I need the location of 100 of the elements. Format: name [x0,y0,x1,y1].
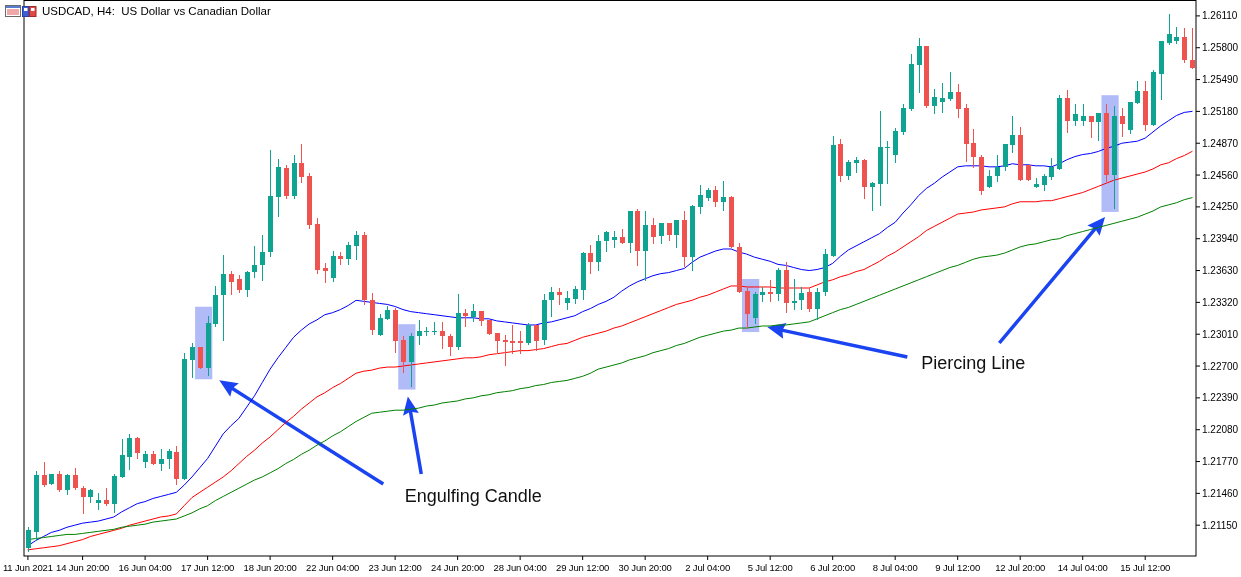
candlestick [323,262,328,284]
candlestick [565,290,570,311]
y-tick-label: 1.23320 [1202,296,1239,308]
x-tick-label: 29 Jun 12:00 [556,562,610,573]
candlestick [440,321,445,350]
candlestick [893,127,898,164]
candlestick [190,342,195,379]
y-tick-label: 1.22390 [1202,392,1239,404]
candlestick [354,230,359,261]
chart-title: USDCAD, H4: US Dollar vs Canadian Dollar [42,5,271,17]
candlestick [432,321,437,336]
candlestick [127,433,132,471]
candlestick [596,234,601,272]
candlestick [260,234,265,282]
candlestick [252,245,257,279]
candlestick [940,82,945,114]
y-tick-label: 1.24870 [1202,137,1239,149]
candlestick [1049,157,1054,181]
candlestick [885,140,890,185]
x-tick-label: 9 Jul 12:00 [935,562,981,573]
candlestick [1003,143,1008,172]
y-tick-label: 1.26110 [1202,10,1238,22]
candlestick [792,278,797,311]
x-tick-label: 30 Jun 20:00 [618,562,672,573]
candlestick [674,219,679,249]
candlestick [948,71,953,102]
candlestick [1120,107,1125,138]
candlestick [526,322,531,346]
candlestick [1096,112,1101,142]
candlestick [815,287,820,321]
candlestick [807,287,812,313]
x-tick-label: 14 Jun 20:00 [56,562,110,573]
candlestick [401,335,406,374]
x-tick-label: 5 Jul 12:00 [747,562,793,573]
candlestick [229,270,234,296]
y-tick-label: 1.23940 [1202,233,1239,245]
candlestick [346,241,351,266]
x-tick-label: 11 Jun 2021 [2,562,53,573]
x-tick-label: 28 Jun 04:00 [493,562,547,573]
candlestick [167,448,172,470]
candlestick [588,244,593,275]
candlestick [1089,115,1094,139]
candlestick [495,332,500,355]
candlestick [378,313,383,337]
candlestick [73,467,78,491]
candlestick [1182,27,1187,64]
candlestick [659,222,664,245]
y-tick-label: 1.23630 [1202,265,1239,277]
candlestick [120,438,125,479]
x-tick-label: 16 Jun 04:00 [118,562,172,573]
candlestick [417,319,422,346]
candlestick [1167,13,1172,46]
candlestick [799,286,804,311]
candlestick [135,436,140,460]
y-tick-label: 1.23010 [1202,328,1239,340]
y-tick-label: 1.25180 [1202,105,1239,117]
candlestick [510,324,515,355]
candlestick [518,330,523,355]
x-tick-label: 17 Jun 12:00 [181,562,235,573]
candlestick [159,448,164,472]
candlestick [698,184,703,215]
candlestick [651,217,656,245]
candlestick [57,470,62,493]
candlestick [870,181,875,212]
candlestick [932,88,937,115]
x-tick-label: 6 Jul 20:00 [810,562,856,573]
candlestick [1065,89,1070,134]
x-tick-label: 12 Jul 20:00 [995,562,1046,573]
candlestick [745,287,750,330]
candlestick [721,180,726,212]
candlestick [753,291,758,325]
candlestick [549,286,554,318]
candlestick [331,250,336,283]
x-tick-label: 23 Jun 12:00 [368,562,422,573]
candlestick [42,461,47,488]
x-tick-label: 18 Jun 20:00 [243,562,297,573]
x-tick-label: 8 Jul 04:00 [872,562,918,573]
x-tick-label: 15 Jul 12:00 [1120,562,1171,573]
y-tick-label: 1.21770 [1202,456,1239,468]
candlestick [245,270,250,298]
y-tick-label: 1.24560 [1202,169,1239,181]
candlestick [448,333,453,357]
candlestick [768,279,773,303]
candlestick [901,103,906,136]
candlestick [221,254,226,342]
y-tick-label: 1.21150 [1202,519,1238,531]
y-tick-label: 1.22080 [1202,424,1239,436]
candlestick [956,83,961,119]
y-tick-label: 1.24250 [1202,201,1239,213]
candlestick [1135,80,1140,105]
candlestick [1010,115,1015,154]
candlestick [971,128,976,169]
x-tick-label: 22 Jun 04:00 [306,562,360,573]
annotation: Piercing Line [921,353,1026,373]
candlestick [995,154,1000,183]
candlestick [713,185,718,208]
candlestick [1073,103,1078,127]
candlestick [776,267,781,302]
y-tick-label: 1.25490 [1202,74,1239,86]
x-tick-label: 2 Jul 04:00 [685,562,731,573]
